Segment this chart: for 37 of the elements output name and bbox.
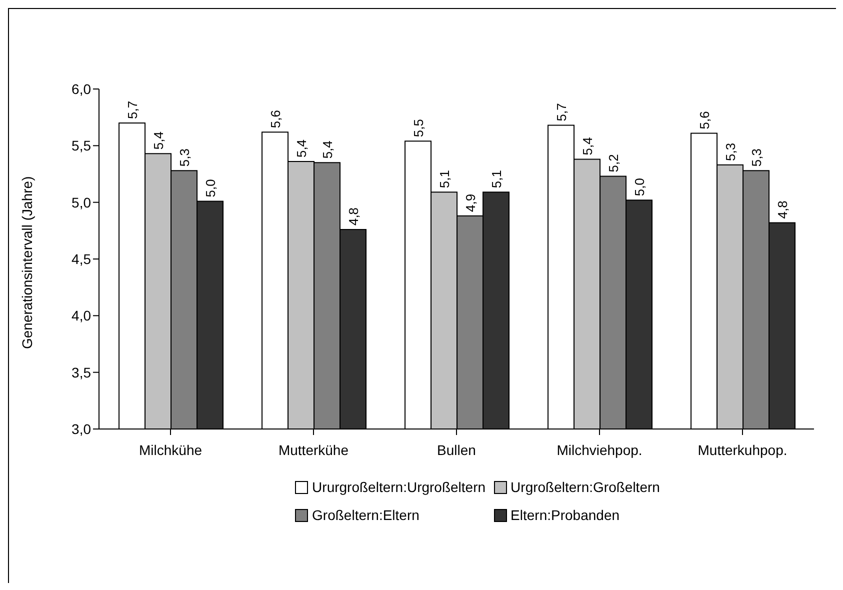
data-label: 5,3 (177, 148, 192, 167)
data-label: 5,2 (606, 154, 622, 172)
y-tick-label: 5,0 (72, 194, 92, 210)
legend-label: Eltern:Probanden (510, 507, 620, 523)
data-label: 5,6 (268, 110, 284, 128)
x-tick-label: Mutterkühe (278, 442, 349, 458)
data-label: 5,1 (437, 170, 452, 188)
x-tick-label: Milchkühe (138, 442, 202, 458)
y-tick-label: 5,5 (72, 138, 92, 154)
y-axis-title: Generationsintervall (Jahre) (18, 176, 35, 349)
data-label: 5,3 (723, 142, 738, 161)
data-label: 5,0 (203, 179, 218, 198)
data-label: 5,5 (411, 119, 426, 138)
data-label: 5,4 (151, 132, 166, 150)
y-tick-label: 4,0 (72, 308, 92, 324)
x-tick-label: Milchviehpop. (556, 442, 642, 458)
y-tick-label: 3,5 (72, 364, 92, 380)
data-label: 4,9 (463, 194, 478, 212)
data-label: 5,4 (320, 140, 336, 159)
data-label: 5,7 (554, 103, 570, 122)
data-label: 5,6 (697, 111, 712, 130)
data-label: 5,3 (749, 148, 764, 167)
legend-label: Ururgroßeltern:Urgroßeltern (312, 479, 486, 495)
x-tick-label: Mutterkuhpop. (698, 442, 788, 458)
data-label: 5,0 (632, 178, 648, 196)
data-label: 5,4 (294, 139, 310, 158)
y-tick-label: 3,0 (72, 420, 92, 437)
legend-label: Urgroßeltern:Großeltern (510, 479, 660, 495)
data-label: 4,8 (346, 207, 362, 226)
data-label: 5,1 (489, 170, 504, 188)
data-label: 5,4 (580, 137, 596, 156)
x-tick-label: Bullen (437, 442, 476, 458)
y-tick-label: 6,0 (72, 80, 92, 97)
data-label: 4,8 (775, 200, 790, 219)
y-tick-label: 4,5 (72, 250, 92, 267)
legend-label: Großeltern:Eltern (312, 507, 420, 523)
data-label: 5,7 (125, 100, 140, 119)
